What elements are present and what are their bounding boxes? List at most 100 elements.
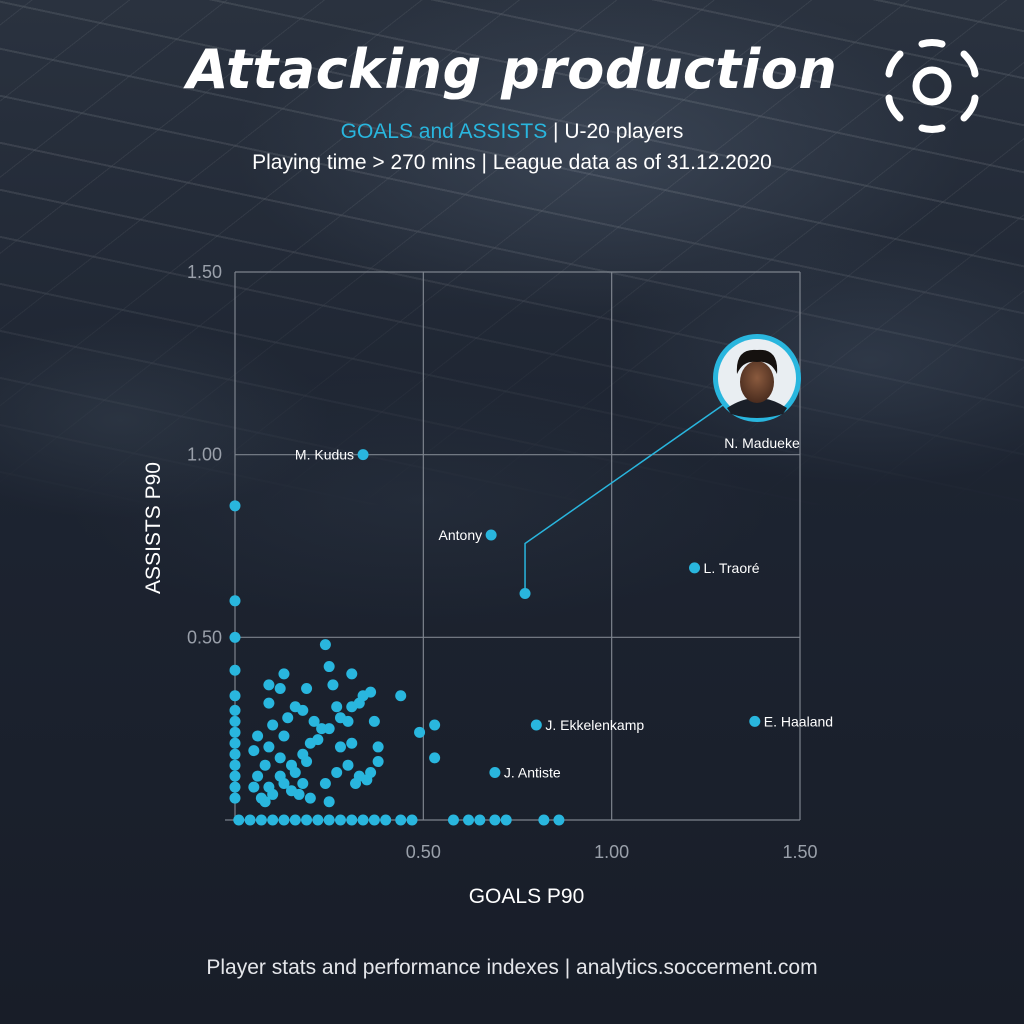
data-point <box>278 777 290 789</box>
data-point <box>229 759 241 771</box>
point-label: Antony <box>439 527 483 543</box>
data-point <box>414 726 426 738</box>
data-point <box>323 723 335 735</box>
data-point <box>447 814 459 826</box>
data-point <box>319 639 331 651</box>
data-point <box>282 712 294 724</box>
data-point <box>406 814 418 826</box>
subtitle-details: Playing time > 270 mins | League data as… <box>252 151 772 174</box>
data-point <box>229 770 241 782</box>
point-label: L. Traoré <box>704 560 760 576</box>
data-point <box>334 814 346 826</box>
data-point <box>316 723 328 735</box>
data-point <box>263 679 275 691</box>
data-point <box>500 814 512 826</box>
data-point <box>331 767 343 779</box>
data-point <box>278 730 290 742</box>
data-point <box>267 719 279 731</box>
subtitle: GOALS and ASSISTS | U-20 players <box>0 120 1024 144</box>
highlight-label: N. Madueke <box>724 435 800 451</box>
data-point <box>308 715 320 727</box>
data-point <box>301 756 313 768</box>
y-tick-label: 1.50 <box>187 262 222 282</box>
data-point <box>312 734 324 746</box>
data-point <box>346 737 358 749</box>
data-point <box>274 682 286 694</box>
data-point <box>229 726 241 738</box>
data-point <box>244 814 256 826</box>
data-point <box>538 814 550 826</box>
page-title: Attacking production <box>186 38 838 101</box>
data-point <box>233 814 245 826</box>
x-tick-label: 0.50 <box>406 842 441 862</box>
grid-lines <box>225 271 801 821</box>
footer-text: Player stats and performance indexes | a… <box>206 956 818 979</box>
data-point <box>263 697 275 709</box>
data-point <box>365 767 377 779</box>
point-label: J. Ekkelenkamp <box>545 717 644 733</box>
highlight-callout: N. Madueke <box>519 334 801 599</box>
stadium-roof-texture <box>0 0 1024 520</box>
data-point <box>553 814 565 826</box>
data-point <box>229 664 241 676</box>
y-tick-label: 0.50 <box>187 627 222 647</box>
x-tick-label: 1.50 <box>782 842 817 862</box>
data-point <box>255 814 267 826</box>
labeled-data-point <box>530 719 542 731</box>
subtitle-highlight: GOALS and ASSISTS <box>340 120 548 143</box>
data-point <box>289 767 301 779</box>
axis-ticks: 0.50 1.00 1.50 0.50 1.00 1.50 <box>187 262 818 862</box>
data-point <box>319 777 331 789</box>
data-point <box>334 741 346 753</box>
data-point <box>259 796 271 808</box>
labeled-data-point <box>489 767 501 779</box>
data-point <box>429 719 441 731</box>
data-point <box>395 814 407 826</box>
data-point <box>368 814 380 826</box>
data-point <box>293 788 305 800</box>
data-point <box>334 712 346 724</box>
point-label: E. Haaland <box>764 713 833 729</box>
point-label: J. Antiste <box>504 765 561 781</box>
data-point <box>274 752 286 764</box>
data-point <box>297 777 309 789</box>
data-point <box>323 796 335 808</box>
data-point <box>357 690 369 702</box>
point-label: M. Kudus <box>295 447 354 463</box>
data-point <box>229 737 241 749</box>
data-point <box>331 701 343 713</box>
data-point <box>301 682 313 694</box>
player-photo-icon <box>713 334 801 422</box>
soccerment-logo-icon <box>885 39 979 133</box>
data-point <box>229 715 241 727</box>
data-point <box>346 814 358 826</box>
x-tick-label: 1.00 <box>594 842 629 862</box>
highlight-data-point <box>519 587 531 599</box>
data-point <box>263 741 275 753</box>
y-axis-label: ASSISTS P90 <box>142 462 165 594</box>
data-point <box>229 690 241 702</box>
labeled-data-point <box>485 529 497 541</box>
labeled-data-point <box>689 562 701 574</box>
data-point <box>248 781 260 793</box>
data-point <box>252 730 264 742</box>
data-point <box>350 777 362 789</box>
y-tick-label: 1.00 <box>187 445 222 465</box>
data-point <box>278 668 290 680</box>
data-point <box>323 661 335 673</box>
data-point <box>342 759 354 771</box>
data-point <box>229 500 241 512</box>
data-point <box>252 770 264 782</box>
x-axis-label: GOALS P90 <box>469 885 585 908</box>
callout-line <box>524 404 724 594</box>
data-point <box>229 781 241 793</box>
data-point <box>229 792 241 804</box>
data-point <box>267 814 279 826</box>
data-point <box>304 792 316 804</box>
subtitle-rest: | U-20 players <box>547 120 684 143</box>
data-point <box>289 814 301 826</box>
data-point <box>259 759 271 771</box>
data-point <box>429 752 441 764</box>
